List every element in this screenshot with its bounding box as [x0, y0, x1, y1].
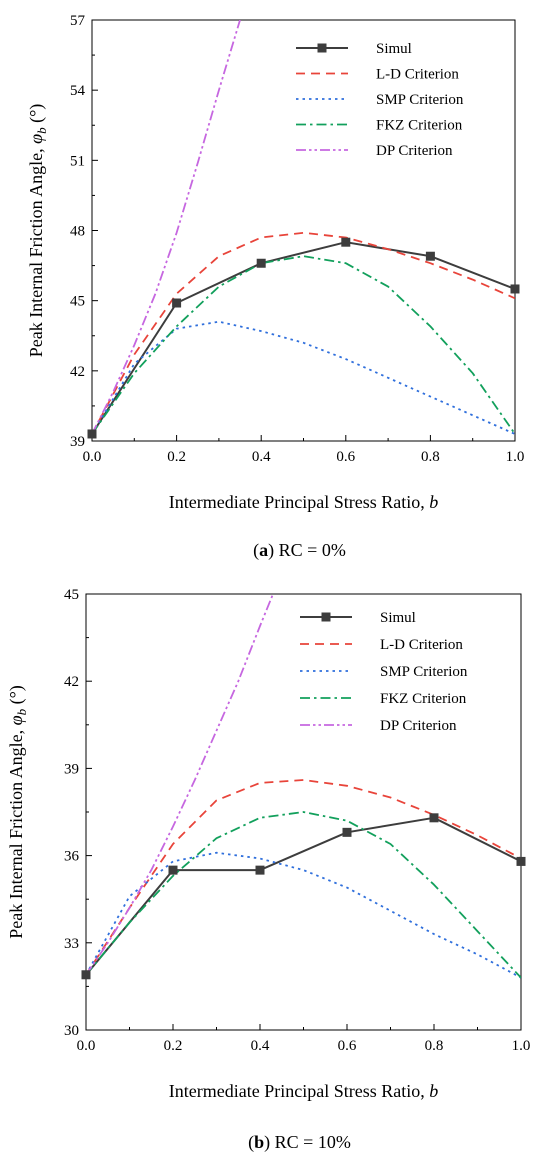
y-tick-label: 30 — [64, 1023, 79, 1039]
data-point-marker — [342, 827, 352, 837]
caption-letter: b — [254, 1132, 264, 1152]
x-tick-label: 0.2 — [164, 1038, 183, 1054]
data-point-marker — [255, 865, 265, 875]
legend-label: SMP Criterion — [380, 664, 468, 680]
chart-panel-a: 0.0 0.2 0.4 0.6 0.8 1.0 39 42 45 48 51 54 57 Simul L-D… — [26, 13, 524, 561]
y-axis-label-symbol: φ — [6, 715, 26, 725]
data-point-marker — [172, 298, 182, 308]
panel-caption: (b) RC = 10% — [248, 1132, 351, 1153]
legend-label: L-D Criterion — [380, 637, 463, 653]
data-point-marker — [516, 856, 526, 866]
caption-text: ) RC = 10% — [264, 1132, 351, 1153]
series-line-fkz-criterion — [86, 811, 521, 979]
series-group — [92, 20, 515, 435]
legend-label: FKZ Criterion — [380, 691, 467, 707]
caption-letter: a — [259, 540, 268, 560]
x-tick-label: 0.0 — [83, 449, 102, 465]
caption-text: ) RC = 0% — [268, 540, 346, 561]
y-tick-label: 42 — [70, 364, 85, 380]
series-line-simul — [92, 241, 515, 435]
x-tick-label: 1.0 — [506, 449, 525, 465]
y-axis-label-unit: (°) — [6, 685, 27, 709]
series-line-smp-criterion — [92, 320, 515, 435]
y-axis-label-text: Peak Internal Friction Angle, — [6, 725, 26, 938]
series-line-dp-criterion — [92, 20, 241, 435]
x-tick-label: 0.0 — [77, 1038, 96, 1054]
x-tick-label: 0.4 — [251, 1038, 270, 1054]
x-tick-label: 1.0 — [512, 1038, 531, 1054]
series-line-l-d-criterion — [86, 779, 521, 976]
series-line-l-d-criterion — [92, 231, 515, 435]
x-tick-label: 0.2 — [167, 449, 186, 465]
data-point-marker — [81, 970, 91, 980]
y-axis-label-subscript: b — [34, 127, 49, 134]
y-tick-label: 51 — [70, 153, 85, 169]
data-point-marker — [168, 865, 178, 875]
legend-label: DP Criterion — [380, 718, 457, 734]
data-point-marker — [341, 237, 351, 247]
y-tick-label: 45 — [70, 294, 85, 310]
chart-panel-b: 0.0 0.2 0.4 0.6 0.8 1.0 30 33 36 39 42 45 Simul L-D C… — [6, 587, 530, 1153]
x-axis-label: Intermediate Principal Stress Ratio, b — [169, 1081, 438, 1101]
legend-label: L-D Criterion — [376, 67, 459, 83]
x-axis-label-text: Intermediate Principal Stress Ratio, — [169, 492, 429, 512]
data-point-marker — [87, 429, 97, 439]
x-tick-label: 0.6 — [336, 449, 355, 465]
x-axis-label-symbol: b — [429, 492, 438, 512]
legend-label: DP Criterion — [376, 143, 453, 159]
x-axis-label-text: Intermediate Principal Stress Ratio, — [169, 1081, 429, 1101]
panel-caption: (a) RC = 0% — [253, 540, 346, 561]
legend-marker — [321, 612, 331, 622]
y-tick-label: 39 — [70, 434, 85, 450]
legend-marker — [317, 43, 327, 53]
y-axis-label-symbol: φ — [26, 134, 46, 144]
data-point-marker — [256, 258, 266, 268]
y-tick-label: 45 — [64, 587, 79, 603]
caption-prefix: ( — [248, 1132, 254, 1153]
x-tick-label: 0.4 — [252, 449, 271, 465]
y-axis-label: Peak Internal Friction Angle, φb (°) — [6, 685, 29, 939]
y-tick-label: 57 — [70, 13, 86, 29]
x-tick-label: 0.8 — [421, 449, 440, 465]
x-tick-label: 0.6 — [338, 1038, 357, 1054]
y-axis-label-text: Peak Internal Friction Angle, — [26, 144, 46, 357]
legend-label: Simul — [380, 610, 416, 626]
data-point-marker — [510, 284, 520, 294]
plot-frame — [91, 19, 516, 442]
y-tick-label: 42 — [64, 674, 79, 690]
data-point-marker — [425, 251, 435, 261]
y-axis-label-unit: (°) — [26, 104, 47, 128]
x-axis-label-symbol: b — [429, 1081, 438, 1101]
x-tick-label: 0.8 — [425, 1038, 444, 1054]
y-axis-label: Peak Internal Friction Angle, φb (°) — [26, 104, 49, 358]
legend-label: Simul — [376, 41, 412, 57]
y-tick-label: 48 — [70, 224, 85, 240]
data-point-marker — [429, 813, 439, 823]
y-axis-label-subscript: b — [14, 708, 29, 715]
legend-label: SMP Criterion — [376, 92, 464, 108]
y-tick-label: 39 — [64, 761, 79, 777]
x-axis-label: Intermediate Principal Stress Ratio, b — [169, 492, 438, 512]
legend-label: FKZ Criterion — [376, 118, 463, 134]
caption-prefix: ( — [253, 540, 259, 561]
y-tick-label: 36 — [64, 849, 80, 865]
series-line-dp-criterion — [86, 594, 274, 976]
series-group — [86, 594, 521, 979]
y-tick-label: 54 — [70, 83, 86, 99]
series-line-simul — [86, 816, 521, 976]
series-line-fkz-criterion — [92, 255, 515, 435]
y-tick-label: 33 — [64, 936, 79, 952]
